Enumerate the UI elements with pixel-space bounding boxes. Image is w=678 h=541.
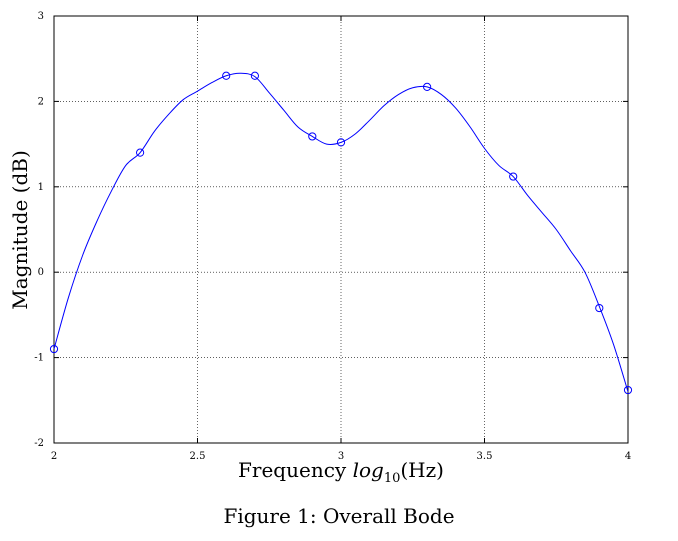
x-axis-label: Frequency log10(Hz)	[238, 458, 444, 486]
x-axis-label-prefix: Frequency	[238, 458, 353, 482]
x-axis-label-subscript: 10	[384, 471, 401, 486]
data-point-marker	[136, 148, 145, 157]
y-tick-label: 3	[38, 11, 44, 22]
magnitude-curve	[53, 72, 629, 392]
figure-caption: Figure 1: Overall Bode	[223, 504, 455, 528]
x-tick-labels: 2 2.5 3 3.5 4	[51, 451, 631, 462]
data-point-marker	[595, 303, 604, 313]
x-tick-label: 4	[625, 451, 631, 462]
x-tick-label: 2	[51, 451, 57, 462]
y-tick-label: -1	[34, 353, 44, 364]
data-point-marker	[250, 71, 259, 80]
x-axis-label-suffix: (Hz)	[400, 458, 444, 482]
x-tick-label: 2.5	[190, 451, 206, 462]
x-tick-label: 3	[338, 451, 344, 462]
data-point-marker	[308, 132, 317, 141]
y-tick-label: 2	[38, 96, 44, 107]
data-point-marker	[623, 385, 633, 395]
y-tick-label: 1	[38, 182, 44, 193]
grid	[54, 16, 628, 443]
data-point-marker	[336, 138, 346, 147]
y-tick-labels: -2 -1 0 1 2 3	[34, 11, 44, 449]
x-tick-label: 3.5	[477, 451, 493, 462]
data-point-marker	[423, 82, 432, 91]
data-markers	[49, 71, 633, 395]
y-tick-label: -2	[34, 438, 44, 449]
data-point-marker	[222, 71, 231, 80]
tick-marks	[53, 15, 629, 444]
y-axis-label: Magnitude (dB)	[8, 150, 32, 310]
bode-plot: 2 2.5 3 3.5 4 -2 -1 0 1 2 3 Frequency log10(Hz) M…	[8, 11, 633, 486]
data-point-marker	[509, 172, 518, 181]
data-point-marker	[49, 344, 59, 354]
y-tick-label: 0	[38, 267, 44, 278]
x-axis-label-log: log	[353, 458, 384, 482]
